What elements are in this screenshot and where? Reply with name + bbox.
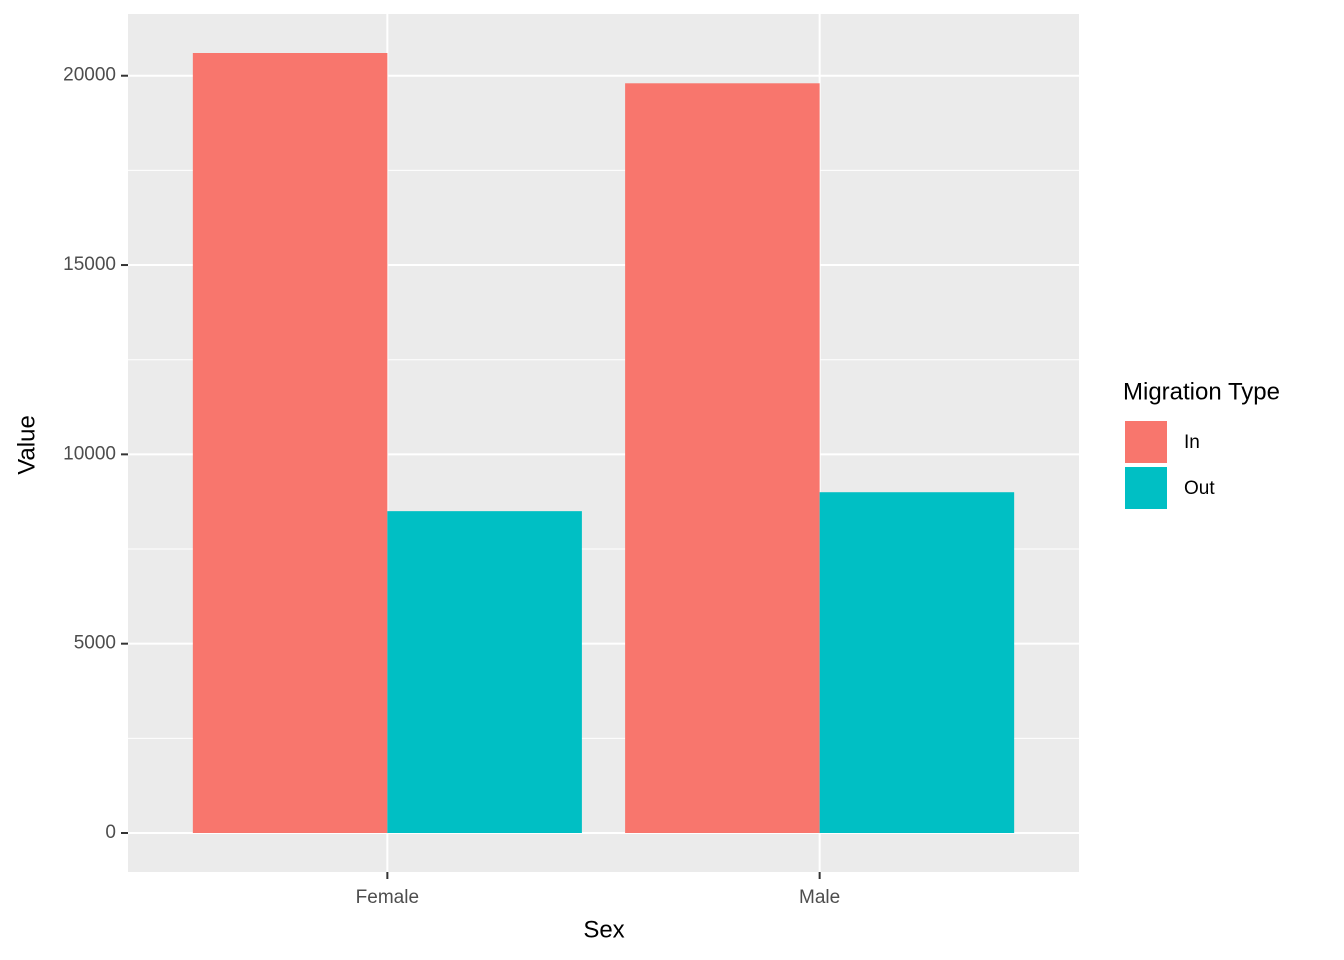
legend-key xyxy=(1125,467,1167,509)
legend-label: Out xyxy=(1184,478,1215,499)
legend-title: Migration Type xyxy=(1123,378,1280,405)
bars xyxy=(192,53,1015,833)
legend-label: In xyxy=(1184,432,1200,453)
legend-key xyxy=(1125,421,1167,463)
y-tick-label: 15000 xyxy=(63,254,116,275)
x-tick-label: Male xyxy=(799,887,840,908)
y-tick-label: 10000 xyxy=(63,443,116,464)
y-axis-title: Value xyxy=(13,415,40,475)
bar xyxy=(387,511,582,833)
x-axis-title: Sex xyxy=(583,916,624,943)
y-tick-label: 20000 xyxy=(63,65,116,86)
x-tick-label: Female xyxy=(356,887,419,908)
y-tick-label: 5000 xyxy=(74,633,116,654)
y-tick-label: 0 xyxy=(105,822,116,843)
bar xyxy=(625,83,820,833)
bar xyxy=(819,492,1015,833)
bar xyxy=(192,53,388,833)
